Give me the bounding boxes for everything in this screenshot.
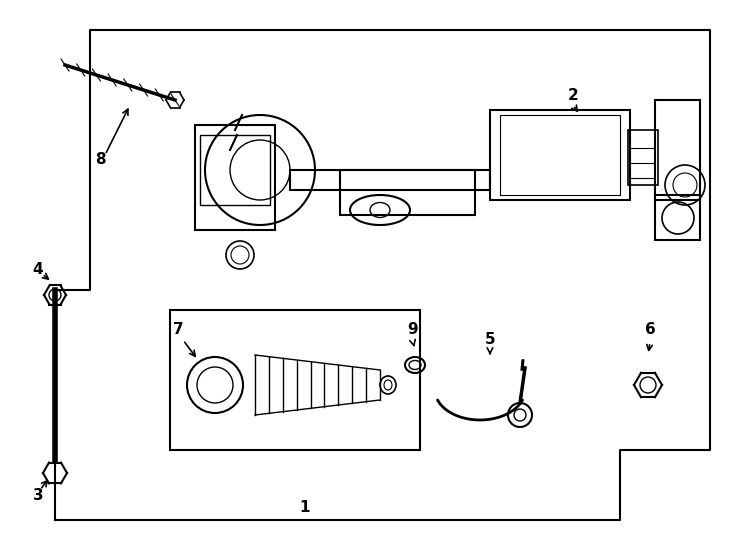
Text: 3: 3 — [33, 488, 43, 503]
Text: 2: 2 — [567, 87, 578, 103]
Text: 4: 4 — [33, 262, 43, 278]
Text: 7: 7 — [172, 322, 184, 338]
Bar — [340, 170, 475, 215]
Bar — [628, 130, 658, 185]
Bar — [490, 110, 630, 200]
Bar — [655, 195, 700, 240]
Text: 5: 5 — [484, 333, 495, 348]
Bar — [500, 115, 620, 195]
Bar — [170, 310, 420, 450]
Bar — [200, 135, 270, 205]
Bar — [655, 100, 700, 200]
Text: 1: 1 — [299, 500, 310, 515]
Bar — [195, 125, 275, 230]
Bar — [290, 170, 490, 190]
Text: 9: 9 — [407, 322, 418, 338]
Text: 8: 8 — [95, 152, 105, 167]
Text: 6: 6 — [644, 322, 655, 338]
